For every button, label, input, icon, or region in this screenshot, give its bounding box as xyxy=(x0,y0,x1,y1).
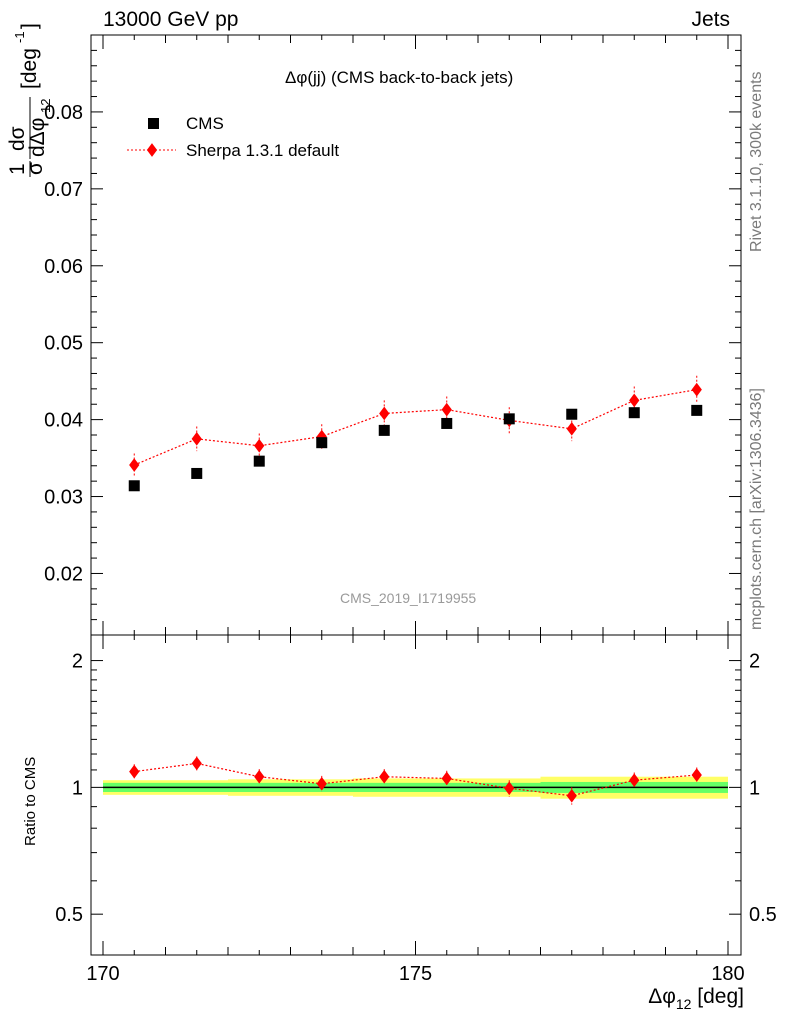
cms-point xyxy=(503,413,515,425)
ratio-sherpa-point xyxy=(691,768,702,782)
cms-point xyxy=(378,424,390,436)
cms-point xyxy=(628,407,640,419)
cms-point xyxy=(316,437,328,449)
sherpa-point xyxy=(441,402,452,417)
plot-title: Δφ(jj) (CMS back-to-back jets) xyxy=(285,68,514,87)
y-label-unit-close: ] xyxy=(18,23,41,29)
y-label-num-1: 1 xyxy=(6,163,29,175)
analysis-watermark: CMS_2019_I1719955 xyxy=(340,590,477,606)
ratio-y-tick-label-right: 1 xyxy=(749,777,760,799)
sherpa-point xyxy=(254,438,265,453)
sherpa-point xyxy=(691,382,702,397)
ratio-sherpa-point xyxy=(379,769,390,784)
y-label-den-2: dΔφ xyxy=(26,118,49,157)
x-tick-label: 175 xyxy=(399,963,432,985)
legend-label-cms: CMS xyxy=(186,114,224,133)
y-label-den-sub: 12 xyxy=(38,99,53,113)
ratio-sherpa-point xyxy=(191,756,202,771)
cms-point xyxy=(441,417,453,429)
cms-point xyxy=(566,408,578,420)
y-tick-label: 0.06 xyxy=(44,256,83,278)
ratio-y-axis-label: Ratio to CMS xyxy=(22,756,39,846)
ratio-sherpa-point xyxy=(254,769,265,784)
x-axis-label: Δφ12 [deg] xyxy=(648,985,744,1012)
x-tick-label: 180 xyxy=(711,963,744,985)
legend-label-sherpa: Sherpa 1.3.1 default xyxy=(186,141,340,160)
y-label-unit-exp: -1 xyxy=(12,31,27,43)
ratio-y-tick-label: 0.5 xyxy=(55,904,83,926)
sherpa-point xyxy=(629,393,640,408)
ratio-sherpa-point xyxy=(566,788,577,803)
y-label-num-2: dσ xyxy=(6,126,29,151)
legend-marker-sherpa xyxy=(146,143,158,157)
ratio-y-tick-label: 1 xyxy=(72,777,83,799)
legend-marker-cms xyxy=(148,118,159,129)
y-tick-label: 0.05 xyxy=(44,333,83,355)
sherpa-point xyxy=(379,406,390,421)
ratio-sherpa-point xyxy=(504,781,515,796)
y-tick-label: 0.07 xyxy=(44,179,83,201)
y-tick-label: 0.08 xyxy=(44,102,83,124)
cms-point xyxy=(191,467,203,479)
y-label-den-1: σ xyxy=(24,162,47,175)
sherpa-point xyxy=(191,432,202,446)
cms-point xyxy=(128,480,140,492)
y-tick-label: 0.04 xyxy=(44,410,83,432)
ratio-sherpa-line xyxy=(134,762,697,797)
cms-point xyxy=(691,404,703,416)
ratio-sherpa-point xyxy=(441,771,452,786)
process-label: Jets xyxy=(691,8,730,31)
sherpa-line xyxy=(134,389,697,466)
ratio-y-tick-label-right: 0.5 xyxy=(749,904,777,926)
ratio-sherpa-point xyxy=(629,773,640,788)
rivet-version-label: Rivet 3.1.10, 300k events xyxy=(748,71,765,252)
sherpa-point xyxy=(129,458,140,472)
ratio-sherpa-point xyxy=(316,776,327,791)
mcplots-reference-label: mcplots.cern.ch [arXiv:1306.3436] xyxy=(748,388,765,630)
y-tick-label: 0.03 xyxy=(44,487,83,509)
energy-label: 13000 GeV pp xyxy=(103,8,239,31)
cms-point xyxy=(253,455,265,467)
y-tick-label: 0.02 xyxy=(44,563,83,585)
sherpa-point xyxy=(566,422,577,436)
ratio-y-tick-label: 2 xyxy=(72,651,83,673)
ratio-y-tick-label-right: 2 xyxy=(749,651,760,673)
x-tick-label: 170 xyxy=(86,963,119,985)
ratio-sherpa-point xyxy=(129,764,140,779)
y-label-unit: [deg xyxy=(18,48,41,89)
